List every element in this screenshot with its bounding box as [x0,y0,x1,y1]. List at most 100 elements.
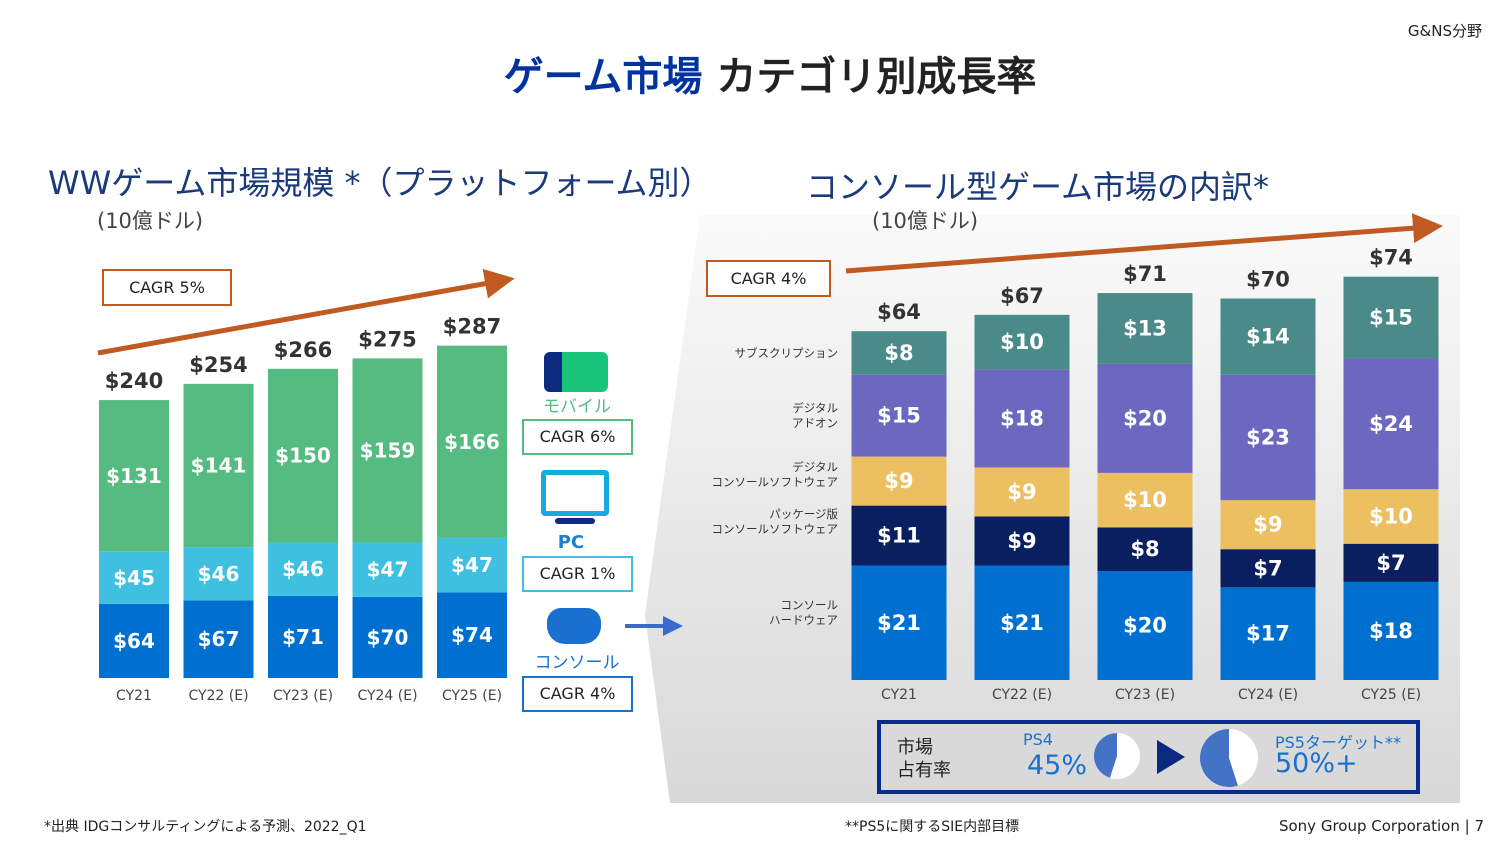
total-label: $70 [1246,268,1290,292]
legend-pc-label: PC [557,532,585,553]
category-label: デジタル アドオン [792,400,838,430]
bar-segment [1220,500,1316,550]
left-chart-title: WWゲーム市場規模 *（プラットフォーム別） [48,164,712,202]
right-chart-title: コンソール型ゲーム市場の内訳* [806,168,1270,206]
category-label: コンソール ハードウェア [769,597,838,627]
data-label: $46 [198,562,240,586]
data-label: $64 [113,629,155,653]
data-label: $21 [877,611,921,635]
play-arrow-icon [1157,740,1185,774]
title-black: カテゴリ別成長率 [716,54,1037,100]
category-label: デジタル コンソールソフトウェア [711,460,839,490]
x-tick-label: CY23 (E) [273,688,333,704]
legend-pc-cagr: CAGR 1% [522,556,633,592]
title-blue: ゲーム市場 [503,54,703,100]
footnote-ps5: **PS5に関するSIE内部目標 [845,819,1020,835]
x-tick-label: CY25 (E) [1361,687,1421,703]
data-label: $45 [113,566,155,590]
bar-segment [99,551,169,604]
total-label: $275 [358,327,416,351]
ps4-share-pie [1094,733,1140,779]
bar-segment [1343,276,1439,359]
total-label: $287 [443,315,501,339]
left-growth-arrow [97,268,515,356]
data-label: $47 [451,553,493,577]
bar-segment [1343,543,1439,582]
data-label: $141 [191,454,247,478]
smartphone-icon [544,352,608,392]
data-label: $13 [1123,316,1167,340]
data-label: $15 [877,404,921,428]
data-label: $15 [1369,306,1413,330]
data-label: $9 [884,469,913,493]
ps5-label: PS5ターゲット** [1275,733,1401,752]
bar-segment [183,600,254,678]
x-tick-label: CY24 (E) [1238,687,1298,703]
bar-segment [1220,587,1316,680]
page-title: ゲーム市場 カテゴリ別成長率 [0,44,1500,102]
legend-mobile-label: モバイル [543,397,611,417]
data-label: $7 [1376,551,1405,575]
right-growth-arrow [845,213,1443,274]
data-label: $47 [367,558,409,582]
bar-segment [974,369,1070,468]
data-label: $24 [1369,412,1413,436]
gamepad-icon [547,608,601,644]
data-label: $8 [884,341,913,365]
market-share-box: 市場 占有率 PS4 45% PS5ターゲット** 50%+ [877,720,1420,794]
x-tick-label: CY21 [881,687,917,703]
bar-segment [1097,472,1193,528]
bar-segment [1220,549,1316,588]
bar-segment [851,374,947,457]
bar-segment [974,467,1070,517]
ps4-label: PS4 [1023,730,1053,749]
bar-segment [1343,358,1439,490]
data-label: $18 [1369,619,1413,643]
total-label: $266 [274,338,332,362]
total-label: $240 [105,369,163,393]
data-label: $9 [1007,529,1036,553]
ps4-value: 45% [1027,750,1088,781]
bar-segment [974,565,1070,680]
total-label: $67 [1000,284,1044,308]
bar-segment [1097,571,1193,680]
data-label: $23 [1246,425,1290,449]
legend-mobile-cagr: CAGR 6% [522,419,633,455]
ps5-value: 50%+ [1275,748,1358,779]
ps5-share-pie [1200,729,1258,787]
data-label: $131 [106,464,162,488]
bar-segment [183,547,254,601]
data-label: $159 [360,438,416,462]
bar-segment [183,383,254,548]
bar-segment [99,603,169,678]
left-unit: (10億ドル) [97,209,204,233]
x-tick-label: CY22 (E) [188,688,248,704]
data-label: $18 [1000,406,1044,430]
total-label: $254 [189,353,247,377]
data-label: $10 [1000,330,1044,354]
footnote-source: *出典 IDGコンサルティングによる予測、2022_Q1 [44,819,367,835]
bar-segment [851,565,947,680]
bar-segment [851,505,947,566]
data-label: $17 [1246,622,1290,646]
data-label: $20 [1123,614,1167,638]
data-label: $70 [367,625,409,649]
data-label: $20 [1123,406,1167,430]
x-tick-label: CY23 (E) [1115,687,1175,703]
data-label: $8 [1130,537,1159,561]
x-tick-label: CY24 (E) [357,688,417,704]
bar-segment [974,516,1070,566]
bar-segment [437,592,507,678]
data-label: $9 [1253,513,1282,537]
bar-segment [437,537,507,593]
bar-segment [437,345,507,538]
bar-segment [851,331,947,375]
bar-segment [1097,527,1193,571]
data-label: $10 [1123,488,1167,512]
bar-segment [99,400,169,552]
x-tick-label: CY21 [116,688,152,704]
legend-console-cagr: CAGR 4% [522,676,633,712]
right-unit: (10億ドル) [872,209,979,233]
